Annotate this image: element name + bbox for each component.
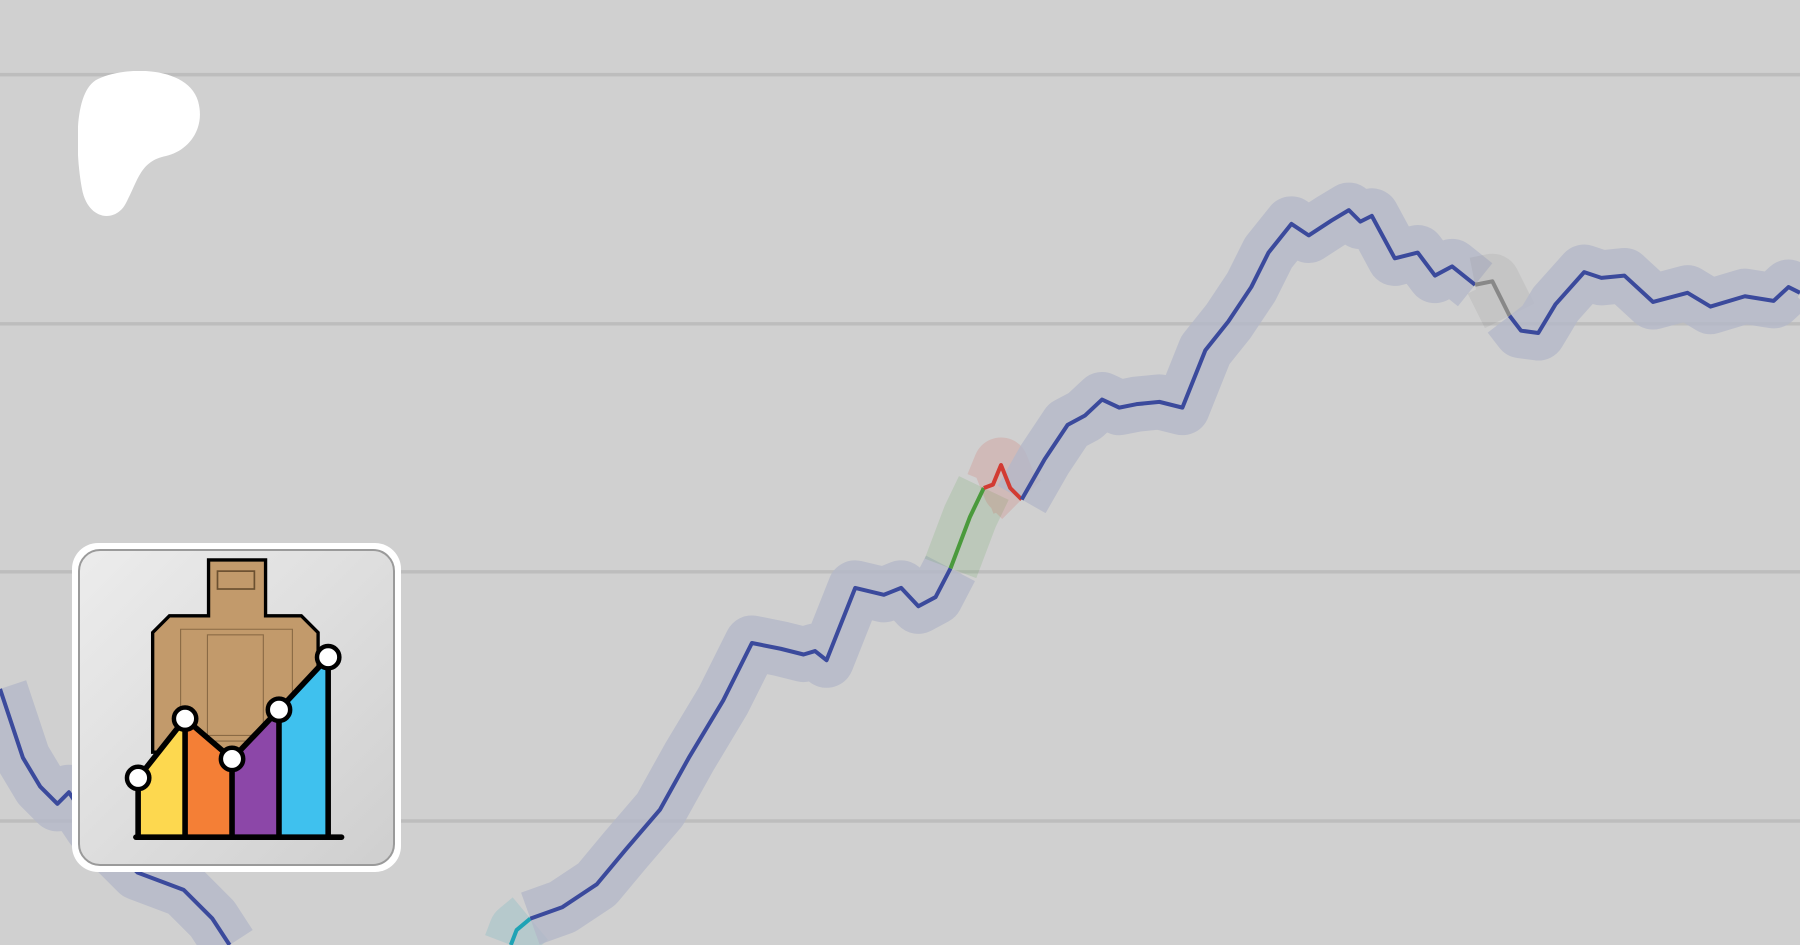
- band-segment: [521, 555, 975, 945]
- app-icon: [72, 543, 401, 872]
- target-chart-icon: [124, 558, 345, 840]
- line-segment: [0, 688, 232, 945]
- line-segment: [983, 463, 1024, 501]
- patreon-logo: [78, 71, 200, 216]
- line-segment: [529, 567, 953, 921]
- band-segment: [1464, 253, 1535, 329]
- line-segment: [948, 487, 986, 570]
- trend-line: [0, 208, 1800, 945]
- line-segment: [1507, 270, 1800, 335]
- line-segment: [1474, 279, 1512, 317]
- line-segment: [508, 917, 532, 945]
- line-segment: [1019, 208, 1477, 501]
